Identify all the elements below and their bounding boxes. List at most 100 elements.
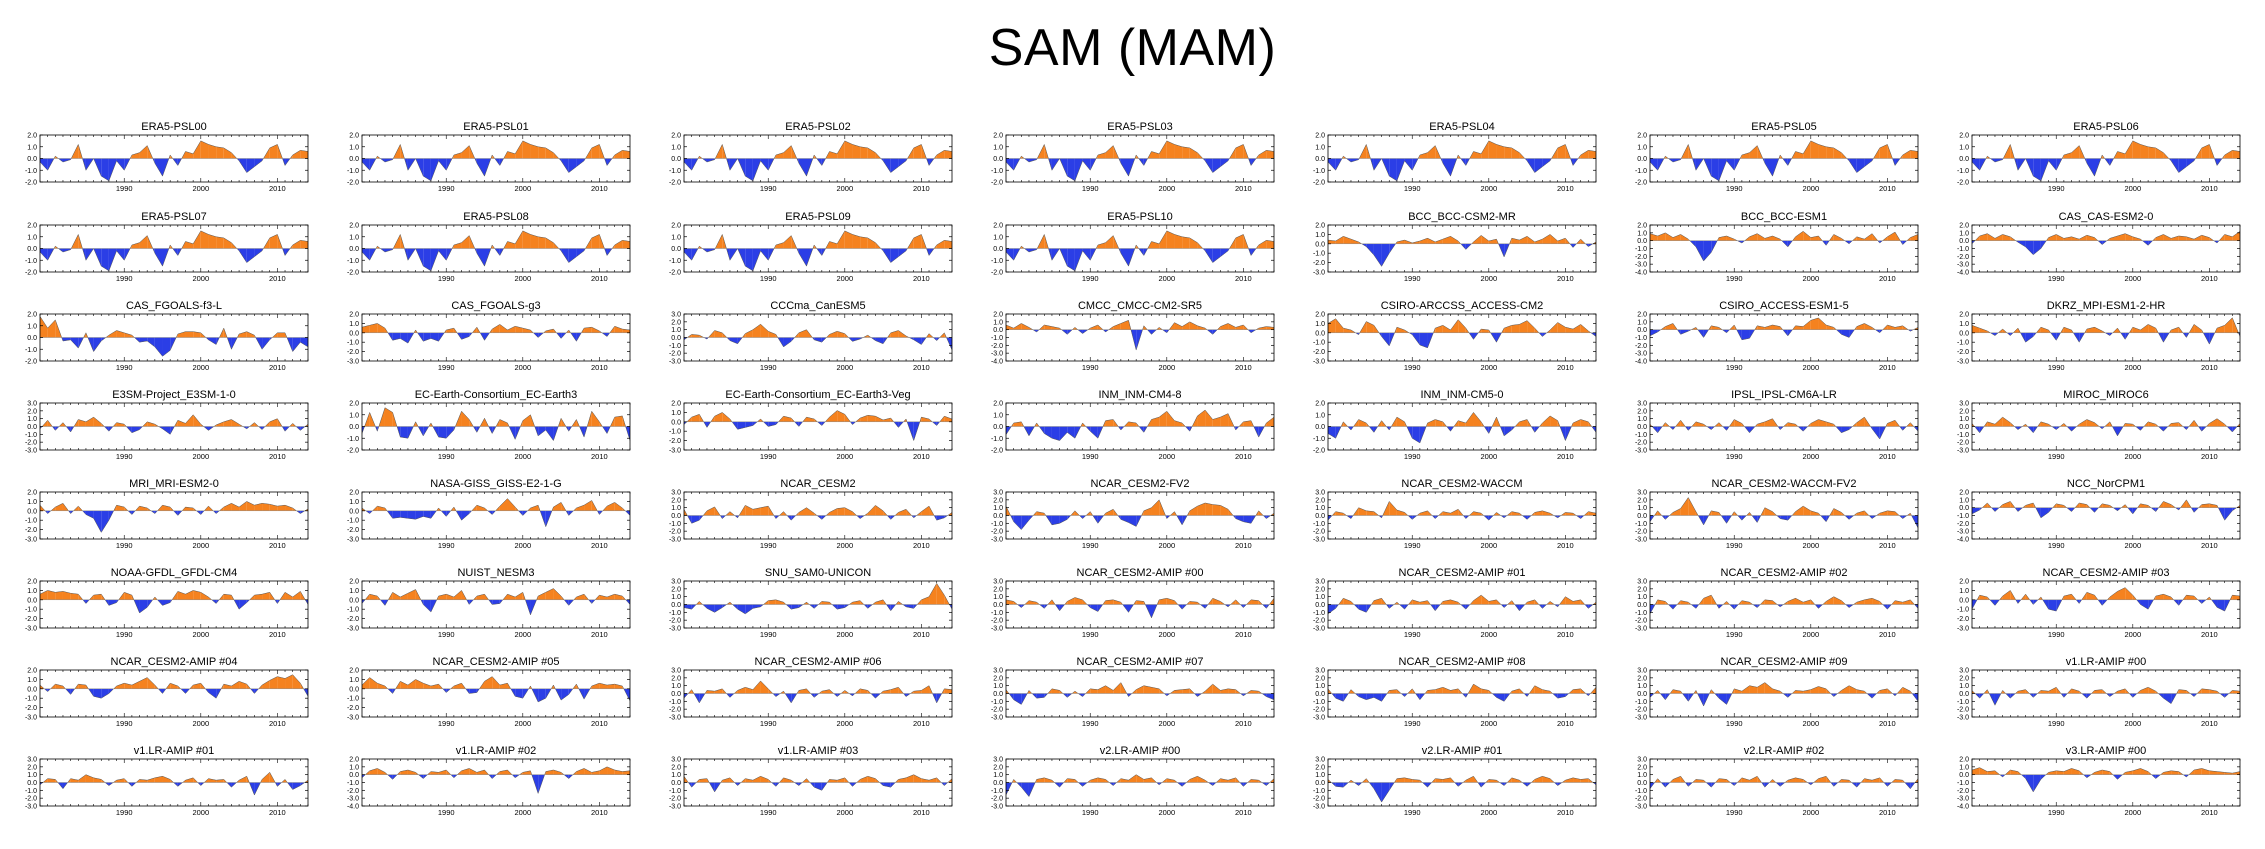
positive-area <box>2201 235 2210 241</box>
x-tick-label: 2000 <box>1480 274 1497 283</box>
positive-area <box>775 242 784 249</box>
positive-area <box>1519 236 1528 244</box>
positive-area <box>2079 419 2087 427</box>
x-tick-label: 2010 <box>269 363 286 372</box>
positive-area <box>55 503 63 511</box>
y-tick-label: -3.0 <box>1635 537 1647 544</box>
y-tick-label: 0.0 <box>993 156 1003 163</box>
positive-area <box>538 146 546 159</box>
panel-title: NCAR_CESM2-WACCM-FV2 <box>1711 478 1856 490</box>
positive-area <box>1534 239 1543 244</box>
positive-area <box>591 327 600 333</box>
negative-area <box>362 158 370 171</box>
positive-area <box>1810 317 1819 330</box>
y-tick-label: -1.0 <box>669 521 681 528</box>
positive-area <box>530 234 539 249</box>
series-line <box>361 323 631 344</box>
positive-area <box>1711 325 1719 330</box>
y-tick-label: -2.0 <box>1635 440 1647 447</box>
y-tick-label: -1.0 <box>991 521 1003 528</box>
x-tick-label: 2010 <box>1557 184 1574 193</box>
x-tick-label: 2000 <box>514 274 531 283</box>
y-tick-label: -2.0 <box>669 180 681 187</box>
negative-area <box>890 158 899 173</box>
x-tick-label: 2000 <box>2124 452 2141 461</box>
y-tick-label: 2.0 <box>993 223 1003 230</box>
positive-area <box>1488 140 1497 159</box>
series-line <box>39 230 309 272</box>
positive-area <box>2063 152 2072 159</box>
positive-area <box>2040 327 2049 333</box>
positive-area <box>1105 145 1114 159</box>
positive-area <box>867 147 876 159</box>
positive-area <box>1097 242 1106 249</box>
y-tick-label: -3.0 <box>347 359 359 366</box>
positive-area <box>223 503 232 511</box>
panel-mri-mri-esm2-0: MRI_MRI-ESM2-0 2.0 1.0 0.0 -1.0 -2.0 -3.0 1990 2… <box>25 478 309 550</box>
positive-area <box>614 502 623 511</box>
x-tick-label: 2010 <box>269 452 286 461</box>
positive-area <box>246 501 255 511</box>
positive-area <box>691 414 700 422</box>
positive-area <box>515 230 523 249</box>
negative-area <box>898 158 907 167</box>
positive-area <box>1757 325 1765 330</box>
negative-area <box>101 510 109 533</box>
panel-title: ERA5-PSL04 <box>1429 121 1494 133</box>
negative-area <box>1412 426 1420 443</box>
positive-area <box>292 240 301 249</box>
positive-area <box>1235 234 1244 249</box>
y-tick-label: 3.0 <box>1637 401 1647 408</box>
negative-area <box>1695 240 1704 262</box>
positive-area <box>1006 324 1014 330</box>
x-tick-label: 1990 <box>760 452 777 461</box>
positive-area <box>913 234 922 249</box>
positive-area <box>131 152 140 159</box>
panel-era5-psl05: ERA5-PSL05 2.0 1.0 0.0 -1.0 -2.0 1990 2000 2010 <box>1635 121 1919 193</box>
y-tick-label: -1.0 <box>669 343 681 350</box>
positive-area <box>1887 324 1896 330</box>
x-tick-label: 1990 <box>438 541 455 550</box>
x-tick-label: 1990 <box>1404 274 1421 283</box>
positive-area <box>829 241 838 249</box>
y-tick-label: 0.0 <box>993 327 1003 334</box>
negative-area <box>1534 158 1543 173</box>
y-tick-label: 1.0 <box>349 321 359 328</box>
positive-area <box>614 150 623 159</box>
x-tick-label: 1990 <box>438 452 455 461</box>
panel-era5-psl09: ERA5-PSL09 2.0 1.0 0.0 -1.0 -2.0 1990 2000 2010 <box>669 211 953 283</box>
x-tick-label: 1990 <box>116 452 133 461</box>
series-line <box>1327 318 1597 349</box>
positive-area <box>844 140 853 159</box>
y-tick-label: 2.0 <box>993 133 1003 140</box>
negative-area <box>913 337 922 345</box>
positive-area <box>139 235 148 249</box>
x-tick-label: 1990 <box>760 184 777 193</box>
y-tick-label: -2.0 <box>991 270 1003 277</box>
positive-area <box>499 419 508 427</box>
positive-area <box>1435 325 1443 333</box>
y-tick-label: 1.0 <box>1637 416 1647 423</box>
panel-title: CSIRO-ARCCSS_ACCESS-CM2 <box>1381 300 1544 312</box>
positive-area <box>1864 233 1873 241</box>
negative-area <box>93 337 102 352</box>
positive-area <box>285 505 293 511</box>
positive-area <box>453 152 462 159</box>
y-tick-label: -2.0 <box>1957 254 1969 261</box>
positive-area <box>507 498 516 511</box>
positive-area <box>1036 511 1045 516</box>
x-tick-label: 2000 <box>1480 541 1497 550</box>
negative-area <box>400 510 408 519</box>
positive-area <box>2048 234 2057 241</box>
panel-title: NASA-GISS_GISS-E2-1-G <box>430 478 561 490</box>
positive-area <box>1021 323 1029 330</box>
positive-area <box>131 242 140 249</box>
positive-area <box>239 331 247 338</box>
negative-area <box>1006 248 1014 261</box>
y-tick-label: -1.0 <box>669 168 681 175</box>
y-tick-label: -2.0 <box>991 343 1003 350</box>
positive-area <box>1757 233 1765 241</box>
series-line <box>1005 499 1275 530</box>
positive-area <box>1987 233 1995 241</box>
positive-area <box>530 505 539 511</box>
